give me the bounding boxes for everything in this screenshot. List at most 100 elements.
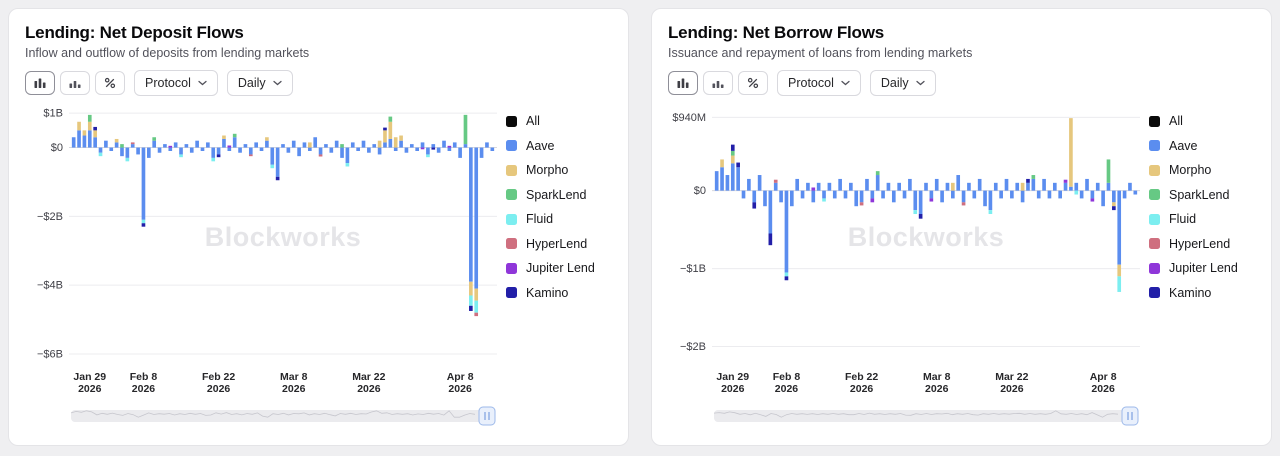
time-range-scrubber[interactable] [25, 404, 499, 428]
bar-segment [784, 190, 789, 273]
bar-segment [93, 130, 97, 138]
x-axis-year-label: 2026 [448, 383, 472, 395]
legend-item-hyperlend[interactable]: HyperLend [506, 237, 612, 251]
bar-segment [784, 272, 789, 277]
legend-swatch [1149, 164, 1160, 176]
legend-item-morpho[interactable]: Morpho [1149, 163, 1255, 177]
bar-segment [1106, 182, 1111, 191]
bar-segment [720, 167, 724, 191]
scrubber-sparkline [713, 410, 1119, 418]
bar-segment [908, 178, 912, 191]
bar-chart-icon [34, 78, 46, 88]
bar-segment [479, 147, 484, 158]
legend-label: Aave [526, 138, 555, 153]
time-range-scrubber[interactable] [668, 404, 1142, 428]
scrubber-track[interactable] [71, 410, 495, 422]
legend-item-jupiter-lend[interactable]: Jupiter Lend [1149, 261, 1255, 275]
blockworks-watermark: Blockworks [205, 222, 362, 252]
bar-segment [308, 142, 312, 148]
x-axis-label: Feb 22 [202, 371, 235, 383]
bar-segment [275, 147, 280, 177]
protocol-dropdown[interactable]: Protocol [134, 70, 218, 96]
bar-segment [227, 145, 232, 148]
bar-segment [752, 202, 757, 209]
x-axis-label: Mar 22 [352, 371, 385, 383]
legend-item-hyperlend[interactable]: HyperLend [1149, 237, 1255, 251]
bar-segment [173, 142, 178, 148]
interval-dropdown-label: Daily [237, 76, 266, 90]
percent-view-button[interactable] [738, 71, 768, 95]
legend-item-kamino[interactable]: Kamino [506, 286, 612, 300]
stacked-bar-chart-button[interactable] [25, 71, 55, 95]
bar-segment [988, 190, 993, 211]
protocol-dropdown[interactable]: Protocol [777, 70, 861, 96]
bar-segment [859, 190, 864, 203]
scrubber-right-handle[interactable] [1121, 406, 1139, 426]
chevron-down-icon [198, 80, 207, 86]
bar-segment [1112, 190, 1116, 203]
bar-segment [779, 190, 783, 203]
bar-segment [420, 147, 425, 150]
bar-segment [179, 147, 183, 155]
legend-swatch [506, 115, 517, 127]
legend-swatch [1149, 262, 1160, 274]
bar-segment [104, 140, 108, 148]
bar-segment [125, 147, 130, 158]
bar-segment [474, 147, 479, 289]
bar-segment [913, 190, 918, 211]
interval-dropdown[interactable]: Daily [869, 70, 936, 96]
bars[interactable] [714, 118, 1138, 292]
bar-segment [945, 182, 950, 191]
bar-segment [463, 114, 468, 145]
legend-item-fluid[interactable]: Fluid [506, 212, 612, 226]
legend-item-sparklend[interactable]: SparkLend [1149, 188, 1255, 202]
bar-segment [843, 190, 848, 199]
bar-segment [232, 133, 237, 138]
grouped-bar-chart-button[interactable] [60, 71, 90, 95]
x-axis-year-label: 2026 [775, 383, 799, 395]
scrubber-right-handle[interactable] [478, 406, 496, 426]
bar-segment [141, 223, 146, 227]
percent-view-button[interactable] [95, 71, 125, 95]
interval-dropdown[interactable]: Daily [226, 70, 293, 96]
y-axis-label: $940M [672, 112, 706, 124]
legend-label: SparkLend [526, 187, 587, 202]
stacked-bar-chart-button[interactable] [668, 71, 698, 95]
net-borrow-flows-panel: Lending: Net Borrow Flows Issuance and r… [651, 8, 1272, 446]
legend-item-all[interactable]: All [1149, 114, 1255, 128]
bar-segment [431, 147, 436, 150]
bars[interactable] [71, 114, 495, 317]
bar-segment [1031, 175, 1036, 179]
bar-segment [822, 198, 826, 202]
legend-swatch [506, 287, 517, 298]
bar-segment [281, 144, 285, 148]
bar-segment [741, 190, 746, 199]
legend-item-fluid[interactable]: Fluid [1149, 212, 1255, 226]
x-axis-year-label: 2026 [925, 383, 949, 395]
bar-segment [82, 130, 87, 136]
bar-segment [206, 142, 210, 148]
bar-segment [1063, 182, 1068, 191]
bar-chart-alt-icon [712, 81, 724, 88]
chart-area: $1B $0 −$2B −$4B −$6B Blockworks Jan 29 2026 Feb… [25, 100, 612, 428]
legend-item-all[interactable]: All [506, 114, 612, 128]
legend-item-aave[interactable]: Aave [1149, 139, 1255, 153]
bar-segment [800, 190, 805, 199]
bar-segment [211, 147, 216, 158]
scrubber-sparkline [70, 410, 476, 418]
legend-item-morpho[interactable]: Morpho [506, 163, 612, 177]
legend-item-sparklend[interactable]: SparkLend [506, 188, 612, 202]
bar-segment [1074, 182, 1079, 191]
scrubber-track[interactable] [714, 410, 1138, 422]
legend-item-kamino[interactable]: Kamino [1149, 286, 1255, 300]
bar-segment [383, 142, 387, 148]
bar-segment [361, 140, 366, 148]
bar-segment [388, 116, 393, 122]
legend-item-aave[interactable]: Aave [506, 139, 612, 153]
grouped-bar-chart-button[interactable] [703, 71, 733, 95]
legend-item-jupiter-lend[interactable]: Jupiter Lend [506, 261, 612, 275]
bar-segment [329, 147, 334, 153]
x-axis-year-label: 2026 [132, 383, 156, 395]
